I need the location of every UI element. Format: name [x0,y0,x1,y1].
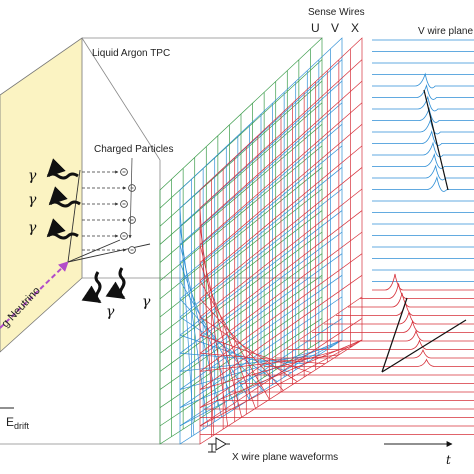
electron-icon [128,246,136,254]
x-wire-plane-wire [199,339,363,427]
tpc-label: Liquid Argon TPC [92,48,170,59]
x-plane-waveforms [200,273,474,435]
u-wire-plane-wire [159,253,323,372]
u-wire-plane-frame [159,37,323,445]
x-plane-label: X wire plane waveforms [232,452,338,463]
u-wire-plane-wire [159,231,323,354]
electron-icon [120,232,128,240]
x-waveform-trace [264,358,474,367]
v-waveform-trace [372,106,474,123]
x-waveform-trace [288,339,474,350]
u-wire-plane-wire [159,210,323,336]
x-wire-plane-wire [199,318,363,427]
x-waveform-trace [300,329,474,342]
photon-wavy-arrow-icon [46,158,79,180]
v-wire-plane-wire [179,210,343,336]
v-wire-plane-wire [179,188,343,318]
electron-icon [128,216,136,224]
v-waveform-trace [372,95,474,112]
x-wire-plane-wire [199,339,363,409]
v-plane-waveforms [372,39,474,282]
x-wire-plane-wire [199,231,363,354]
u-wire-plane-wire [159,188,323,318]
x-wire-plane-wire [199,188,363,318]
electron-icon [128,184,136,192]
x-wire-plane-wire [199,316,298,382]
x-waveform-trace [348,292,474,308]
electron-icon [120,168,128,176]
v-waveform-trace [372,118,474,135]
v-wire-plane-wire [179,316,278,382]
v-waveform-trace [372,164,474,181]
v-waveform-trace [372,152,474,169]
charged-particles-label: Charged Particles [94,144,173,155]
drifting-electrons [82,168,136,254]
v-waveform-trace [372,83,474,100]
v-wire-plane-wire [179,296,343,409]
v-waveform-trace [372,141,474,158]
edrift-label: Edrift [6,415,30,431]
v-wire-plane-wire [179,253,343,372]
x-wire-plane-wire [199,296,363,409]
photon-wavy-arrow-icon [105,267,126,300]
wire-v-label: V [331,21,339,35]
v-wire-plane-wire [179,339,343,427]
track-overlay [381,89,467,373]
cathode-plane [0,37,83,353]
photon-wavy-arrow-icon [48,186,81,208]
x-waveform-trace [360,283,474,299]
sense-wires-label: Sense Wires [308,7,365,18]
v-wire-plane-wire [179,352,306,365]
v-plane-label: V wire plane [418,26,473,37]
gamma-label: γ [28,220,37,236]
gamma-label: γ [106,304,115,320]
x-waveform-trace [312,319,474,333]
wire-u-label: U [311,21,320,35]
u-wire-plane [159,37,323,445]
v-waveform-trace [372,175,474,192]
x-waveform-trace [276,348,474,359]
v-wire-plane-wire [179,339,343,409]
x-wire-plane-wire [199,210,363,336]
v-wire-plane-wire [179,231,343,354]
x-wire-plane-wire [199,345,353,390]
x-wire-plane-wire [199,274,363,390]
v-waveform-trace [372,129,474,146]
electron-icon [120,200,128,208]
sense-wire-planes [159,37,363,445]
charged-particle-tracks [67,169,151,263]
x-waveform-trace [372,273,474,291]
time-axis-label: t [446,453,451,467]
photon-wavy-arrow-icon [81,271,102,304]
v-wire-plane-wire [179,345,333,390]
photon-wavy-arrow-icon [46,218,79,240]
gamma-label: γ [28,192,37,208]
gamma-label: γ [28,168,37,184]
photon-arrows [46,158,126,304]
x-wire-plane-wire [199,352,326,365]
x-wire-plane-wire [199,253,363,372]
x-waveform-trace [324,311,474,325]
preamplifier-icon [208,437,230,453]
u-wire-plane-wire [159,296,323,409]
wire-x-label: X [351,21,359,35]
charged-particles-pointer [128,157,133,239]
gamma-label: γ [142,294,151,310]
v-waveform-trace [372,72,474,89]
x-wire-plane [199,37,363,445]
